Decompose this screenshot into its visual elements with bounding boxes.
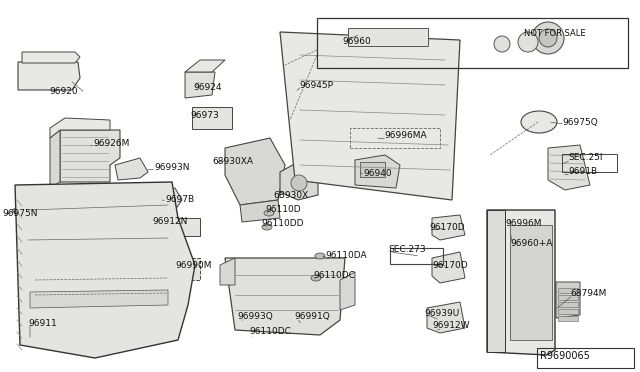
Polygon shape [556, 282, 580, 318]
Bar [558, 309, 578, 314]
Circle shape [532, 22, 564, 54]
Polygon shape [60, 130, 120, 182]
Polygon shape [185, 60, 225, 72]
Polygon shape [340, 272, 355, 310]
Text: 96939U: 96939U [424, 308, 460, 317]
Ellipse shape [264, 210, 274, 216]
Text: 96940: 96940 [363, 169, 392, 177]
Bar [558, 316, 578, 321]
Text: 96993N: 96993N [154, 163, 189, 171]
Text: 96911: 96911 [28, 318, 57, 327]
Text: SEC.273: SEC.273 [388, 246, 426, 254]
Polygon shape [18, 62, 80, 90]
Text: 96924: 96924 [193, 83, 221, 93]
Polygon shape [30, 290, 168, 308]
Ellipse shape [262, 224, 272, 230]
Text: 96993Q: 96993Q [237, 311, 273, 321]
Polygon shape [487, 210, 505, 352]
Text: 96996M: 96996M [505, 218, 541, 228]
Polygon shape [225, 258, 345, 335]
Text: 68930XA: 68930XA [212, 157, 253, 166]
Polygon shape [355, 155, 400, 188]
Bar [317, 18, 628, 68]
Polygon shape [220, 258, 235, 285]
Text: 96110DC: 96110DC [313, 272, 355, 280]
Text: 96975Q: 96975Q [562, 118, 598, 126]
Bar [558, 295, 578, 300]
Polygon shape [50, 118, 110, 138]
Bar [558, 288, 578, 293]
Text: 96920: 96920 [49, 87, 78, 96]
Polygon shape [240, 200, 280, 222]
Text: 96960+A: 96960+A [510, 238, 552, 247]
Polygon shape [15, 182, 195, 358]
Text: 9691B: 9691B [568, 167, 597, 176]
Polygon shape [50, 130, 60, 188]
Bar [192, 107, 232, 129]
Polygon shape [432, 215, 465, 240]
Polygon shape [280, 162, 318, 200]
Polygon shape [12, 204, 30, 218]
Text: 96945P: 96945P [299, 80, 333, 90]
Bar [537, 348, 634, 368]
Bar [170, 258, 200, 280]
Text: 96110DC: 96110DC [249, 327, 291, 336]
Bar [562, 154, 617, 172]
Circle shape [494, 36, 510, 52]
Polygon shape [225, 138, 285, 205]
Text: 96990M: 96990M [175, 262, 211, 270]
Text: 9697B: 9697B [165, 195, 194, 203]
Ellipse shape [311, 275, 321, 281]
Bar [360, 162, 385, 177]
Polygon shape [152, 188, 182, 210]
Ellipse shape [521, 111, 557, 133]
Circle shape [539, 29, 557, 47]
Circle shape [291, 175, 307, 191]
Text: 68794M: 68794M [570, 289, 606, 298]
Polygon shape [22, 52, 80, 63]
Text: 96926M: 96926M [93, 140, 129, 148]
Bar [155, 218, 200, 236]
Text: 96996MA: 96996MA [384, 131, 427, 141]
Text: R9690065: R9690065 [540, 351, 590, 361]
Bar [510, 225, 552, 340]
Polygon shape [427, 302, 465, 333]
Polygon shape [548, 145, 590, 190]
Polygon shape [487, 210, 555, 355]
Text: 96912N: 96912N [152, 217, 188, 225]
Text: 96975N: 96975N [2, 209, 38, 218]
Circle shape [518, 32, 538, 52]
Text: 6B930X: 6B930X [273, 192, 308, 201]
Text: 96912W: 96912W [432, 321, 470, 330]
Polygon shape [432, 252, 465, 283]
Text: 96960: 96960 [342, 36, 371, 45]
Bar [350, 128, 440, 148]
Text: 96110D: 96110D [265, 205, 301, 215]
Bar [348, 28, 428, 46]
Ellipse shape [315, 253, 325, 259]
Text: SEC.25l: SEC.25l [568, 154, 602, 163]
Bar [558, 302, 578, 307]
Bar [390, 248, 443, 264]
Polygon shape [280, 32, 460, 200]
Text: 96110DD: 96110DD [261, 218, 303, 228]
Text: 96170D: 96170D [432, 260, 468, 269]
Text: 96973: 96973 [190, 110, 219, 119]
Polygon shape [185, 72, 215, 98]
Polygon shape [115, 158, 148, 180]
Text: 96991Q: 96991Q [294, 311, 330, 321]
Text: NOT FOR SALE: NOT FOR SALE [524, 29, 586, 38]
Text: 96110DA: 96110DA [325, 250, 367, 260]
Text: 96170D: 96170D [429, 224, 465, 232]
